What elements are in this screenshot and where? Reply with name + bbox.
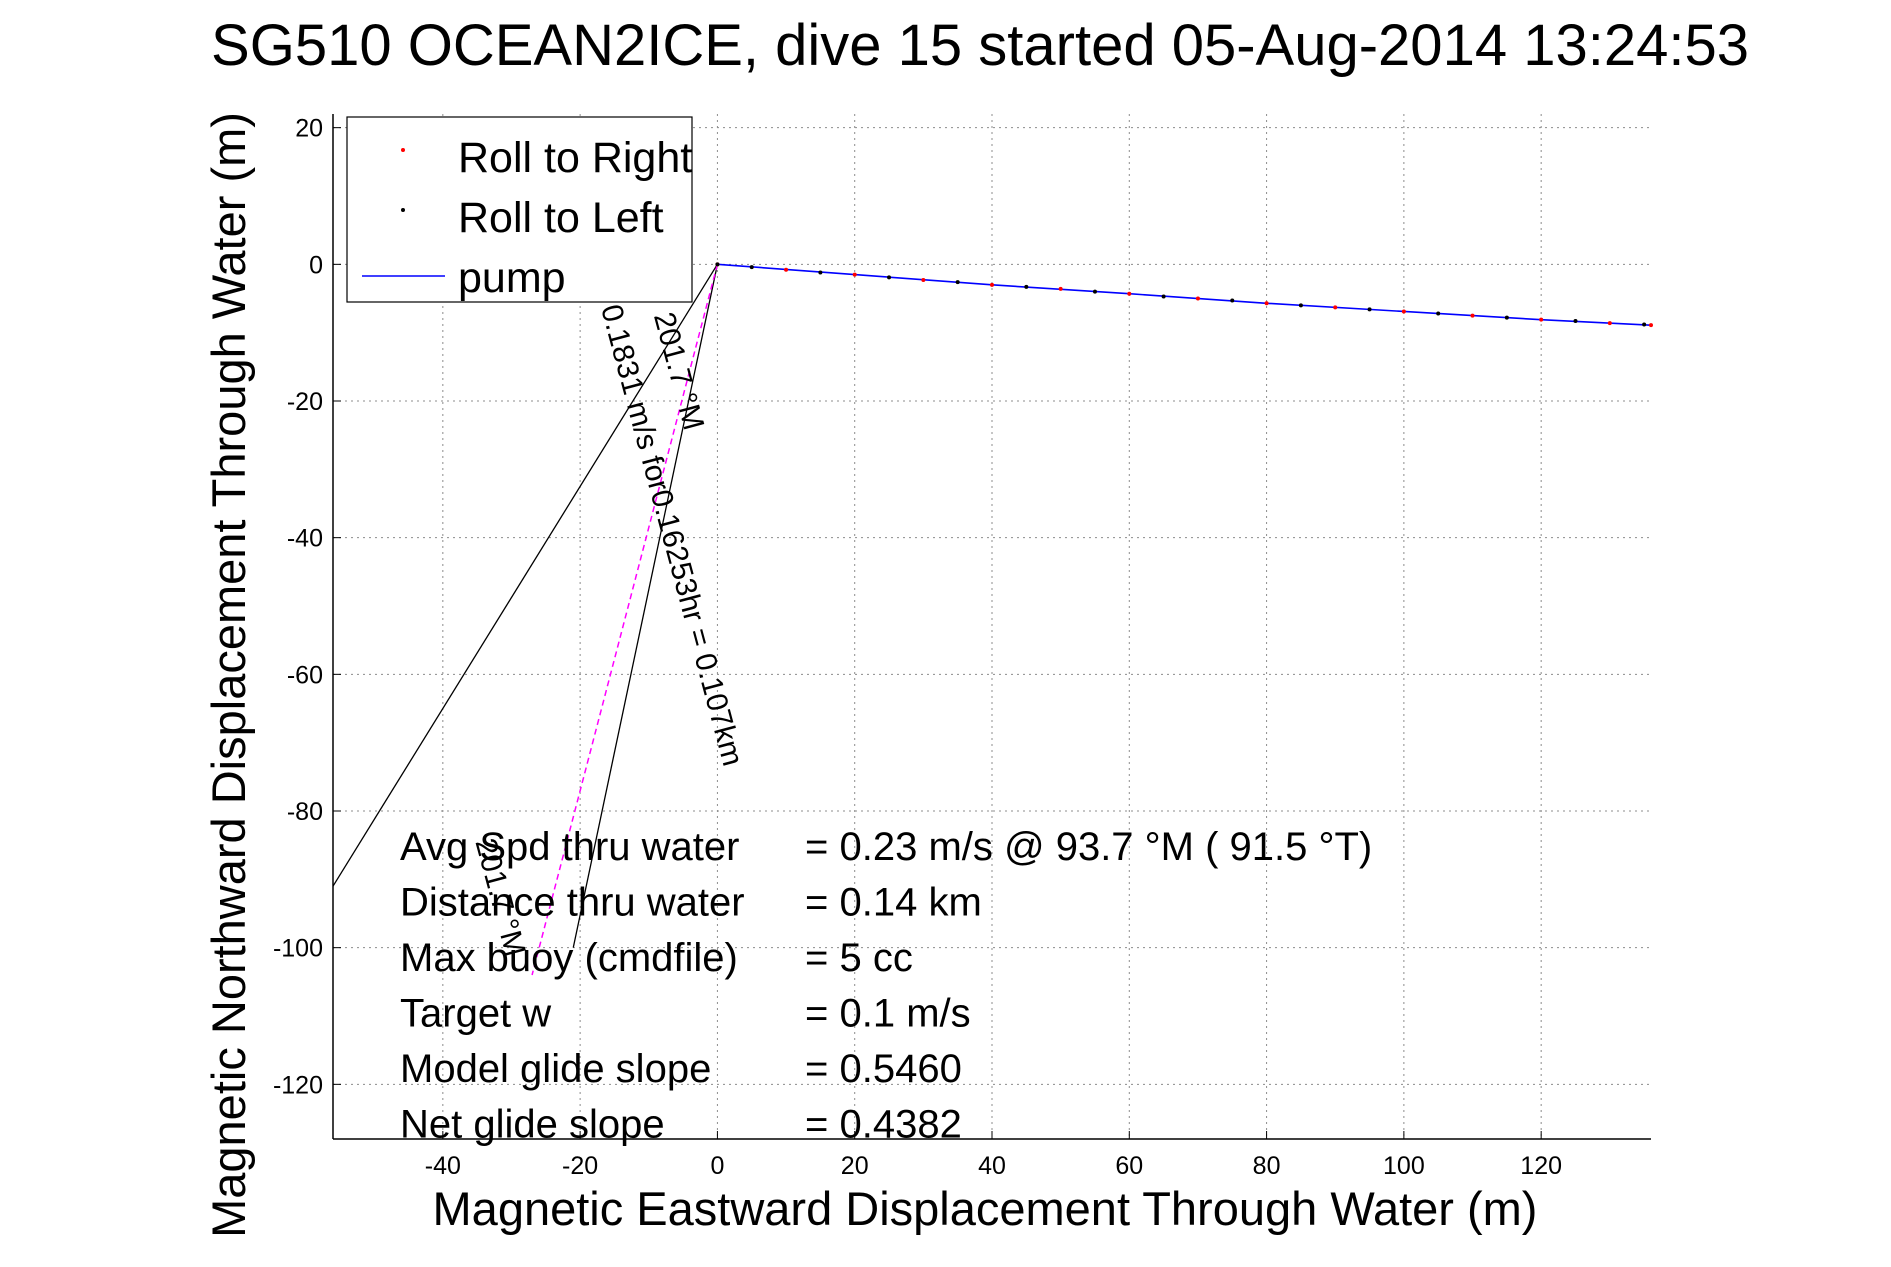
series-point-roll-to-left — [1024, 284, 1029, 289]
stat-label: Max buoy (cmdfile) — [400, 936, 738, 980]
legend-label: pump — [458, 254, 566, 302]
stat-value: = 0.1 m/s — [805, 992, 971, 1036]
series-point-roll-to-left — [818, 270, 823, 275]
x-tick-label: 40 — [978, 1152, 1006, 1180]
series-point-roll-to-right — [1058, 286, 1063, 291]
series-point-roll-to-left — [715, 262, 720, 267]
series-point-roll-to-right — [1539, 317, 1544, 322]
stat-label: Avg Spd thru water — [400, 825, 739, 869]
series-point-roll-to-left — [1230, 298, 1235, 303]
grid-lines — [333, 114, 1651, 1139]
series-point-roll-to-right — [1401, 309, 1406, 314]
legend-swatch-dot — [401, 208, 405, 212]
x-tick-label: 60 — [1115, 1152, 1143, 1180]
series-point-roll-to-right — [784, 267, 789, 272]
y-axis-label: Magnetic Northward Displacement Through … — [202, 112, 255, 1238]
series-point-roll-to-left — [749, 265, 754, 270]
stat-value: = 0.14 km — [805, 881, 982, 925]
cone-line — [572, 264, 719, 948]
series-point-roll-to-right — [1607, 321, 1612, 326]
legend-label: Roll to Right — [458, 134, 692, 182]
legend: Roll to Right Roll to Left pump — [346, 116, 693, 303]
legend-swatch-dot — [401, 148, 405, 152]
stat-label: Model glide slope — [400, 1047, 711, 1091]
axes — [332, 114, 1651, 1140]
x-tick-label: -40 — [425, 1152, 461, 1180]
x-tick-label: 20 — [841, 1152, 869, 1180]
series-point-roll-to-right — [1470, 313, 1475, 318]
series-point-roll-to-right — [852, 272, 857, 277]
series-point-roll-to-right — [1333, 305, 1338, 310]
series-point-roll-to-right — [1195, 296, 1200, 301]
current-line — [531, 264, 719, 976]
series-point-roll-to-left — [887, 275, 892, 280]
series-point-roll-to-left — [1642, 322, 1647, 327]
x-tick-label: 120 — [1520, 1152, 1562, 1180]
series-point-roll-to-left — [1092, 289, 1097, 294]
series-point-roll-to-left — [1367, 307, 1372, 312]
series-point-roll-to-right — [990, 282, 994, 287]
track-points — [715, 262, 1653, 328]
stat-value: = 0.4382 — [805, 1103, 962, 1147]
cone-line — [332, 263, 718, 887]
series-point-roll-to-left — [1298, 303, 1303, 308]
series-point-roll-to-left — [1573, 319, 1578, 324]
series-point-roll-to-left — [1436, 311, 1441, 316]
stat-label: Target w — [400, 992, 551, 1036]
chart-title: SG510 OCEAN2ICE, dive 15 started 05-Aug-… — [211, 13, 1749, 78]
series-line-pump — [717, 263, 1652, 326]
stat-label: Net glide slope — [400, 1103, 665, 1147]
x-tick-label: 0 — [710, 1152, 724, 1180]
y-tick-label: -100 — [273, 935, 323, 963]
x-tick-label: -20 — [562, 1152, 598, 1180]
series-point-roll-to-left — [1504, 315, 1509, 320]
y-tick-label: 0 — [309, 251, 323, 279]
tick-labels: -40 -20 0 20 40 60 80 100 120 20 0 -20 -40 -60 -80 -100… — [273, 115, 1562, 1180]
legend-label: Roll to Left — [458, 194, 664, 242]
series-point-roll-to-left — [1161, 294, 1166, 299]
series-point-roll-to-right — [1127, 291, 1132, 296]
stat-value: = 0.5460 — [805, 1047, 962, 1091]
stat-label: Distance thru water — [400, 881, 745, 925]
stat-value: = 5 cc — [805, 936, 913, 980]
x-tick-label: 100 — [1383, 1152, 1425, 1180]
y-tick-label: -120 — [273, 1071, 323, 1099]
series-point-roll-to-right — [921, 278, 926, 283]
y-tick-label: -80 — [287, 798, 323, 826]
y-tick-label: -20 — [287, 388, 323, 416]
stat-value: = 0.23 m/s @ 93.7 °M ( 91.5 °T) — [805, 825, 1372, 869]
series-point-roll-to-right — [1649, 323, 1653, 328]
x-tick-label: 80 — [1253, 1152, 1281, 1180]
y-tick-label: -40 — [287, 525, 323, 553]
x-axis-label: Magnetic Eastward Displacement Through W… — [433, 1182, 1538, 1235]
series-point-roll-to-right — [1264, 301, 1269, 306]
series-point-roll-to-left — [955, 280, 960, 285]
y-tick-label: -60 — [287, 661, 323, 689]
dive-stats: Avg Spd thru water = 0.23 m/s @ 93.7 °M (… — [400, 825, 1372, 1147]
y-tick-label: 20 — [295, 115, 323, 143]
